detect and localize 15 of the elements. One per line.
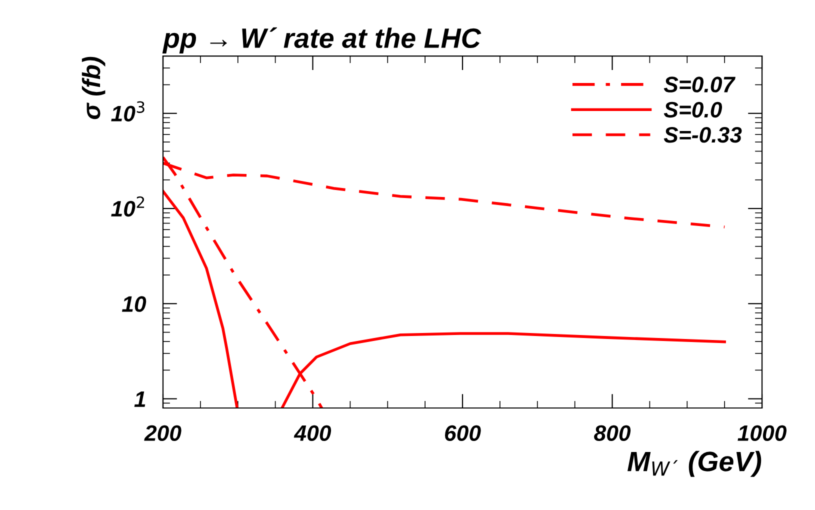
- x-axis-title: M$_{W´}$ (GeV): [628, 450, 762, 477]
- x-tick-label: 400: [294, 425, 332, 441]
- x-tick-label: 1000: [738, 425, 787, 441]
- legend-label: S=0.0: [664, 102, 722, 118]
- legend-label: S=0.07: [664, 76, 736, 92]
- y-tick-label: 1: [134, 392, 146, 407]
- x-tick-label: 800: [594, 425, 631, 441]
- y-tick-label: 10: [122, 296, 146, 312]
- y-tick-label: 10$^{3}$: [111, 101, 144, 122]
- x-tick-label: 600: [445, 425, 481, 441]
- legend-label: S=-0.33: [664, 127, 742, 143]
- x-tick-label: 200: [144, 425, 182, 441]
- y-tick-label: 10$^{2}$: [111, 196, 144, 217]
- y-axis-title: σ (fb): [82, 56, 106, 120]
- chart-title: pp → W´ rate at the LHC: [162, 27, 482, 54]
